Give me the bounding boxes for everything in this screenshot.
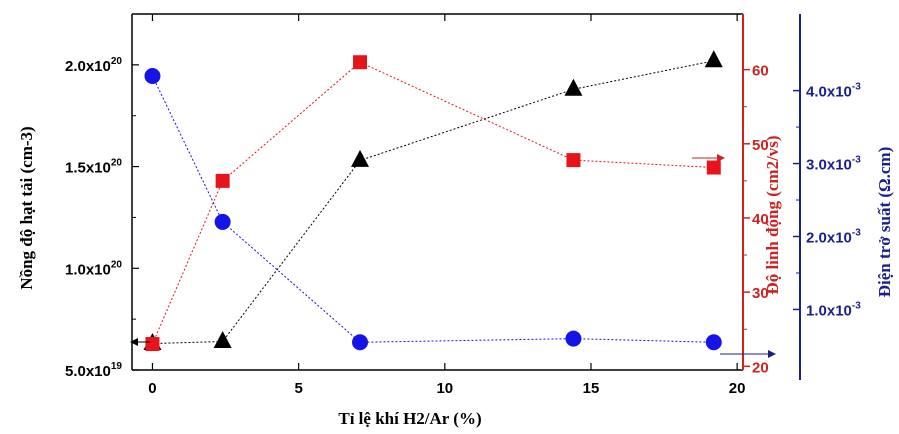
left-tick-label: 5.0x1019 bbox=[65, 361, 122, 380]
tick-mantissa: 5.0x10 bbox=[65, 363, 111, 380]
data-point-circle bbox=[565, 330, 582, 347]
left-tick-label: 2.0x1020 bbox=[65, 56, 122, 75]
tick-exponent: 20 bbox=[111, 158, 123, 169]
data-point-square bbox=[145, 337, 160, 352]
tick-exponent: -3 bbox=[852, 155, 861, 166]
tick-mantissa: 3.0x10 bbox=[806, 157, 852, 174]
series-circle-line bbox=[152, 75, 714, 343]
tick-exponent: -3 bbox=[852, 228, 861, 239]
tick-mantissa: 2.0x10 bbox=[65, 58, 111, 75]
tick-mantissa: 4.0x10 bbox=[806, 84, 852, 101]
data-point-triangle bbox=[213, 330, 232, 348]
data-point-triangle bbox=[564, 78, 583, 96]
tick-exponent: -3 bbox=[852, 300, 861, 311]
mobility-tick-label: 30 bbox=[752, 285, 769, 302]
plot-frame bbox=[131, 13, 801, 380]
tick-exponent: -3 bbox=[852, 82, 861, 93]
mobility-tick-label: 20 bbox=[752, 359, 769, 376]
left-tick-label: 1.0x1020 bbox=[65, 259, 122, 278]
tick-mantissa: 1.5x10 bbox=[65, 160, 111, 177]
tick-exponent: 20 bbox=[111, 259, 123, 270]
tick-mantissa: 1.0x10 bbox=[65, 261, 111, 278]
tick-marks bbox=[132, 14, 800, 371]
data-point-triangle bbox=[704, 50, 723, 68]
x-tick-label: 15 bbox=[583, 380, 600, 397]
series-triangle-line bbox=[152, 60, 714, 345]
tick-labels: 0 5 10 15 205.0x10191.0x10201.5x10202.0x1020… bbox=[65, 56, 861, 397]
mobility-tick-label: 50 bbox=[752, 137, 769, 154]
data-point-square bbox=[353, 55, 368, 70]
data-point-square bbox=[566, 153, 581, 168]
mobility-tick-label: 60 bbox=[752, 63, 769, 80]
right2-tick-label: 3.0x10-3 bbox=[806, 155, 861, 174]
data-point-square bbox=[215, 173, 230, 188]
x-axis-title: Tỉ lệ khí H2/Ar (%) bbox=[338, 409, 481, 428]
left-tick-label: 1.5x1020 bbox=[65, 158, 122, 177]
data-series bbox=[143, 50, 723, 352]
data-point-square bbox=[706, 160, 721, 175]
x-tick-label: 20 bbox=[729, 380, 746, 397]
mobility-tick-label: 40 bbox=[752, 211, 769, 228]
data-point-circle bbox=[144, 68, 161, 85]
right2-tick-label: 4.0x10-3 bbox=[806, 82, 861, 101]
right2-tick-label: 1.0x10-3 bbox=[806, 300, 861, 319]
data-point-circle bbox=[352, 334, 369, 351]
resistivity-axis-title: Điện trở suất (Ω.cm) bbox=[875, 147, 894, 298]
tick-exponent: 20 bbox=[111, 56, 123, 67]
tick-exponent: 19 bbox=[111, 361, 123, 372]
data-point-triangle bbox=[351, 149, 370, 167]
series-square-line bbox=[152, 61, 714, 345]
data-point-circle bbox=[214, 213, 231, 230]
right2-tick-label: 2.0x10-3 bbox=[806, 228, 861, 247]
x-tick-label: 0 bbox=[148, 380, 156, 397]
tick-mantissa: 2.0x10 bbox=[806, 230, 852, 247]
x-tick-label: 10 bbox=[436, 380, 453, 397]
left-axis-title: Nồng độ hạt tải (cm-3) bbox=[17, 126, 36, 289]
tick-mantissa: 1.0x10 bbox=[806, 302, 852, 319]
mobility-axis-title: Độ linh động (cm2/vs) bbox=[763, 135, 782, 294]
axis-pointer-arrows bbox=[130, 154, 776, 358]
x-tick-label: 5 bbox=[294, 380, 302, 397]
data-point-circle bbox=[705, 334, 722, 351]
